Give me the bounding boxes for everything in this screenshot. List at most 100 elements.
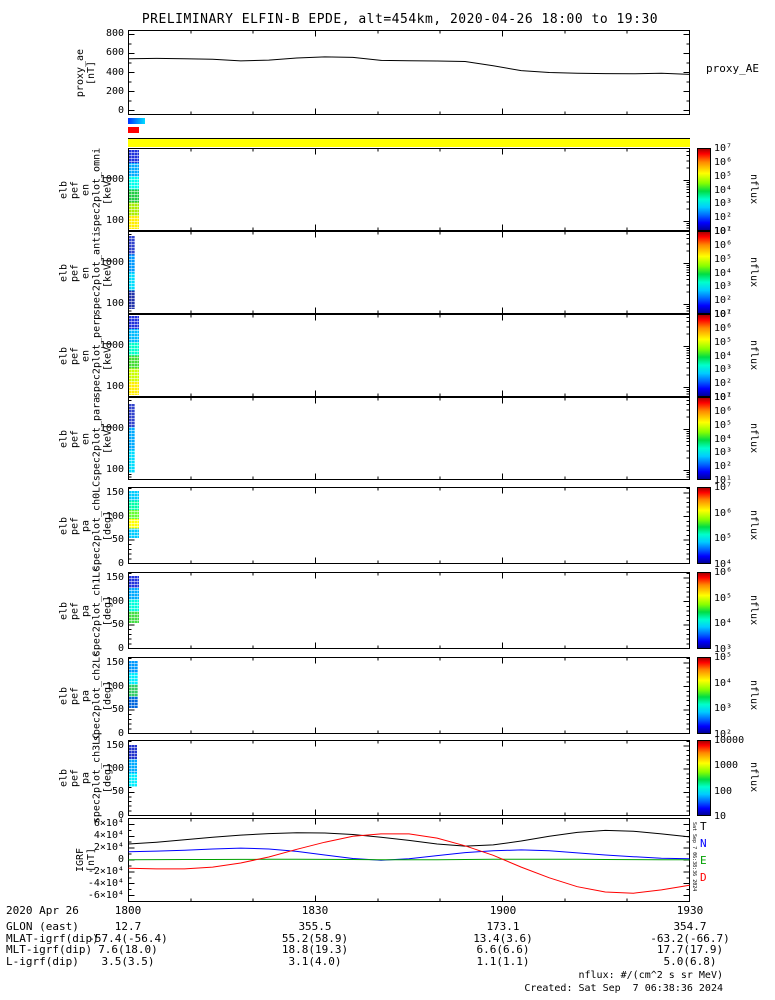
series-E xyxy=(128,858,690,861)
colorbar-title: nflux xyxy=(748,509,759,540)
colorbar-tick-label: 10⁴ xyxy=(714,559,733,570)
eph-value: -63.2(-66.7) xyxy=(650,931,730,945)
ytick-label: 100 xyxy=(105,510,124,522)
vertical-microtext: Sat Sep 7 06:38:36 2024 xyxy=(691,822,697,892)
eph-value: 3.5(3.5) xyxy=(101,954,155,968)
colorbar-tick-label: 10³ xyxy=(714,281,733,293)
igrf-legend-E: E xyxy=(700,854,707,867)
eph-value: 18.8(19.3) xyxy=(281,943,349,956)
eph-value: 354.7 xyxy=(673,920,707,933)
eph-value: 5.0(6.8) xyxy=(663,954,717,968)
colorbar-tick-label: 100 xyxy=(714,785,733,797)
colorbar-tick-label: 10³ xyxy=(714,644,733,655)
colorbar-tick-label: 10³ xyxy=(714,364,733,376)
ytick-label: 100 xyxy=(105,680,124,692)
igrf-legend-T: T xyxy=(700,820,707,833)
time-tick-label: 1930 xyxy=(676,904,704,917)
ytick-label: 1000 xyxy=(99,257,124,269)
panel-ch2-plot xyxy=(128,657,690,734)
colorbar-tick-label: 10⁶ xyxy=(714,405,733,417)
ytick-label: 200 xyxy=(105,85,124,97)
panel-ch1-plot xyxy=(128,572,690,649)
panel-ch1-spectrogram-burst xyxy=(129,575,139,623)
colorbar-tick-label: 10⁵ xyxy=(714,592,733,604)
panel-anti-plot xyxy=(128,231,690,314)
eph-row-label: L-igrf(dip) xyxy=(6,954,79,968)
ytick-label: 0 xyxy=(117,104,124,116)
ytick-label: 1000 xyxy=(99,340,124,352)
colorbar-tick-label: 10³ xyxy=(714,703,733,715)
colorbar-tick-label: 10⁷ xyxy=(714,482,733,493)
ytick-label: 150 xyxy=(105,572,124,584)
colorbar-tick-label: 10⁵ xyxy=(714,533,733,545)
ytick-label: 100 xyxy=(105,464,124,476)
panel-ch0-spectrogram-burst xyxy=(129,490,139,538)
colorbar-title: nflux xyxy=(748,679,759,710)
panel-ch3-plot xyxy=(128,740,690,816)
colorbar-tick-label: 10⁵ xyxy=(714,336,733,348)
panel-ch2-colorbar xyxy=(697,657,711,734)
ytick-label: 1000 xyxy=(99,423,124,435)
ytick-label: -2×10⁴ xyxy=(87,865,124,877)
ytick-label: 800 xyxy=(105,28,124,40)
series-T xyxy=(128,829,690,847)
colorbar-tick-label: 10¹ xyxy=(714,392,733,403)
eph-value: 6.6(6.6) xyxy=(476,943,530,956)
plot-title: PRELIMINARY ELFIN-B EPDE, alt=454km, 202… xyxy=(141,12,659,27)
flag-bar-blue xyxy=(128,118,145,124)
colorbar-tick-label: 10⁶ xyxy=(714,507,733,519)
time-tick-label: 1830 xyxy=(301,904,329,917)
ytick-label: 1000 xyxy=(99,174,124,186)
time-tick-label: 1900 xyxy=(489,904,517,917)
panel-para-colorbar xyxy=(697,397,711,480)
colorbar-title: nflux xyxy=(748,173,759,204)
colorbar-tick-label: 10⁷ xyxy=(714,143,733,154)
date-label: 2020 Apr 26 xyxy=(6,904,79,917)
colorbar-tick-label: 10² xyxy=(714,295,733,307)
ytick-label: 4×10⁴ xyxy=(93,830,124,842)
panel-omni-colorbar xyxy=(697,148,711,231)
ytick-label: 0 xyxy=(117,727,124,739)
ytick-label: 100 xyxy=(105,215,124,227)
quality-flag-bar xyxy=(128,138,690,147)
igrf-legend-D: D xyxy=(700,871,707,884)
panel-anti-spectrogram-burst xyxy=(129,235,135,309)
colorbar-tick-label: 10⁵ xyxy=(714,170,733,182)
colorbar-title: nflux xyxy=(748,256,759,287)
ytick-label: 50 xyxy=(111,786,124,798)
eph-row-label: MLAT-igrf(dip) xyxy=(6,931,99,945)
colorbar-tick-label: 10⁶ xyxy=(714,156,733,168)
colorbar-tick-label: 10⁴ xyxy=(714,618,733,630)
colorbar-tick-label: 10 xyxy=(714,811,727,822)
colorbar-tick-label: 10000 xyxy=(714,735,745,746)
proxy-ae-right-label: proxy_AE xyxy=(706,62,759,75)
panel-perp-spectrogram-burst xyxy=(129,315,139,396)
colorbar-tick-label: 10² xyxy=(714,378,733,390)
colorbar-tick-label: 10² xyxy=(714,461,733,473)
series-proxy_AE xyxy=(128,56,690,75)
colorbar-tick-label: 10⁵ xyxy=(714,419,733,431)
ytick-label: 6×10⁴ xyxy=(93,818,124,830)
series-N xyxy=(128,847,690,861)
flag-bar-red xyxy=(128,127,139,133)
colorbar-tick-label: 10⁴ xyxy=(714,350,733,362)
colorbar-tick-label: 10⁵ xyxy=(714,253,733,265)
ytick-label: -6×10⁴ xyxy=(87,889,124,901)
panel-perp-plot xyxy=(128,314,690,397)
panel-ch3-colorbar xyxy=(697,740,711,816)
ytick-label: 400 xyxy=(105,66,124,78)
colorbar-tick-label: 10⁶ xyxy=(714,322,733,334)
eph-value: -57.4(-56.4) xyxy=(88,931,168,945)
panel-ch1-colorbar xyxy=(697,572,711,649)
colorbar-tick-label: 10⁷ xyxy=(714,392,733,403)
colorbar-tick-label: 10⁶ xyxy=(714,567,733,578)
panel-ch3-spectrogram-burst xyxy=(129,744,137,788)
panel-omni-spectrogram-burst xyxy=(129,149,139,230)
colorbar-tick-label: 10³ xyxy=(714,447,733,459)
ytick-label: 150 xyxy=(105,487,124,499)
panel-para-plot xyxy=(128,397,690,480)
ytick-label: 150 xyxy=(105,740,124,752)
eph-value: 173.1 xyxy=(486,920,520,933)
eph-value: 355.5 xyxy=(298,920,332,933)
colorbar-tick-label: 10³ xyxy=(714,198,733,210)
